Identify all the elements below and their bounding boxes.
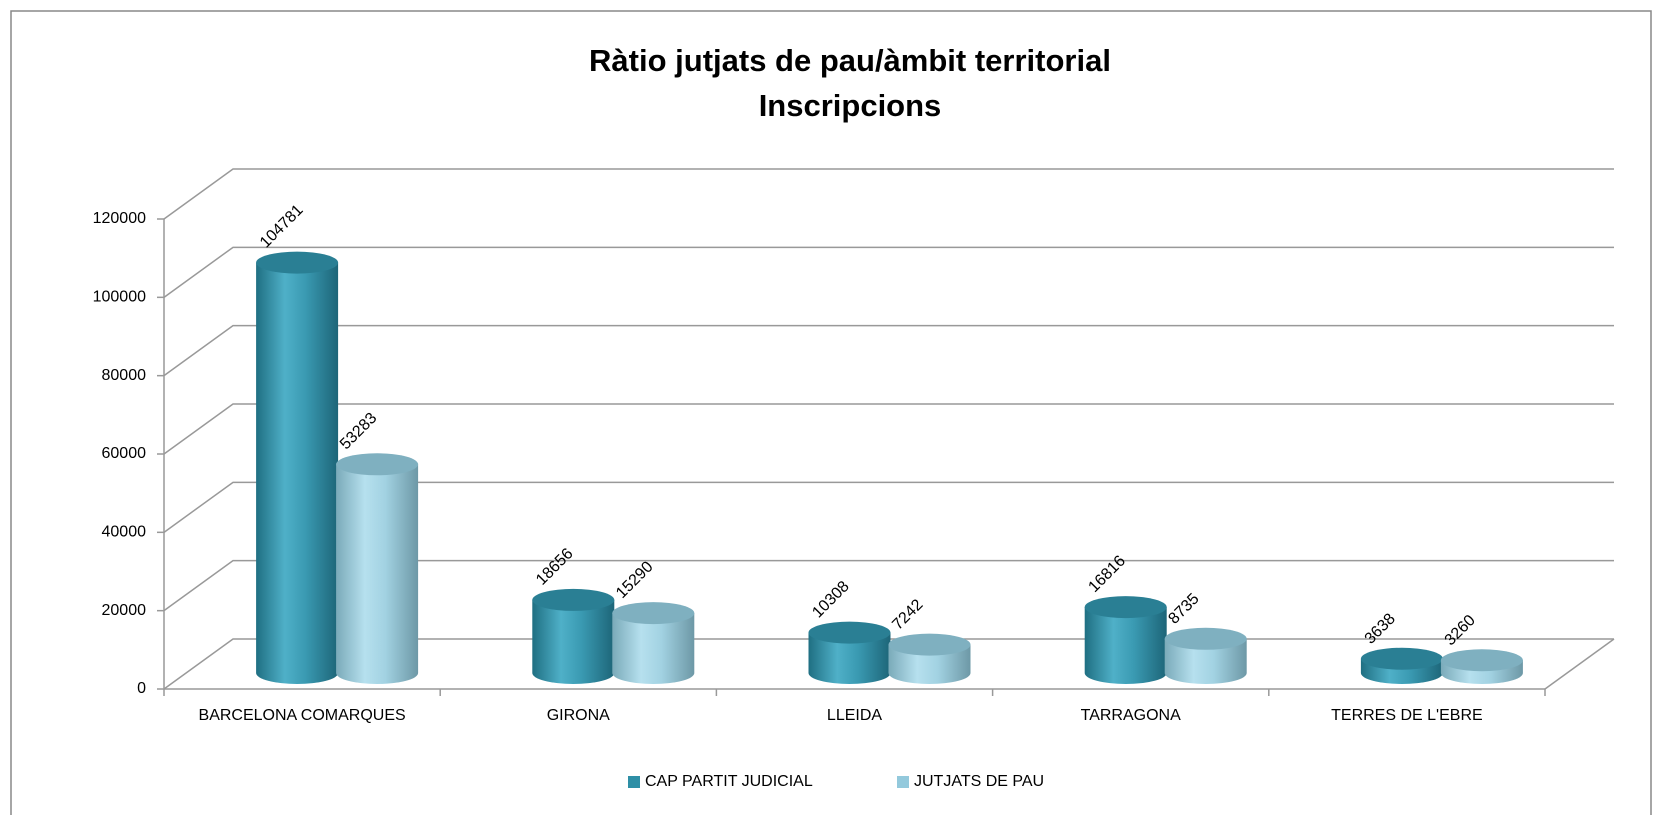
grid-line — [163, 168, 1614, 220]
y-tick-label: 120000 — [93, 210, 146, 227]
y-tick-label: 0 — [137, 680, 146, 697]
bar-top — [256, 251, 339, 274]
bar-top — [336, 453, 419, 476]
y-tick-label: 80000 — [102, 367, 147, 384]
chart-title: Ràtio jutjats de pau/àmbit territorial — [589, 43, 1111, 78]
floor-edge — [1544, 638, 1615, 690]
chart-subtitle: Inscripcions — [759, 88, 942, 123]
bar-top — [532, 588, 615, 611]
data-label: 10308 — [809, 578, 853, 622]
bar — [612, 613, 695, 684]
data-label: 3260 — [1442, 612, 1479, 649]
bar — [256, 262, 339, 684]
y-tick-label: 20000 — [102, 602, 147, 619]
bar — [888, 644, 971, 684]
legend-swatch — [897, 776, 909, 788]
legend-swatch — [628, 776, 640, 788]
chart-border — [10, 10, 1652, 815]
bar-top — [1360, 647, 1443, 670]
legend-label: CAP PARTIT JUDICIAL — [645, 773, 813, 790]
x-tick-label: BARCELONA COMARQUES — [199, 707, 406, 724]
y-tick-label: 100000 — [93, 289, 146, 306]
bar — [808, 632, 891, 684]
bar — [336, 464, 419, 684]
x-tick-label: TARRAGONA — [1081, 707, 1181, 724]
bar-top — [888, 633, 971, 656]
data-label: 104781 — [257, 202, 307, 252]
x-tick-label: GIRONA — [547, 707, 610, 724]
data-label: 8735 — [1165, 590, 1202, 627]
bar — [1164, 638, 1247, 684]
bar-top — [1440, 649, 1523, 672]
x-tick-label: TERRES DE L'EBRE — [1331, 707, 1483, 724]
data-label: 53283 — [337, 410, 381, 454]
bar-top — [1164, 627, 1247, 650]
data-label: 15290 — [613, 558, 657, 602]
bar-top — [808, 621, 891, 644]
data-label: 3638 — [1362, 610, 1399, 647]
bar — [1084, 607, 1167, 684]
grid-line — [163, 403, 1614, 455]
bar-top — [1084, 596, 1167, 619]
grid-line — [163, 246, 1614, 298]
data-label: 16816 — [1085, 552, 1129, 596]
data-label: 18656 — [533, 545, 577, 589]
data-label: 7242 — [889, 596, 926, 633]
grid-line — [163, 559, 1614, 612]
y-tick-label: 40000 — [102, 524, 147, 541]
bar — [532, 599, 615, 684]
x-tick-label: LLEIDA — [827, 707, 882, 724]
y-tick-label: 60000 — [102, 445, 147, 462]
grid-line — [163, 481, 1614, 533]
legend-label: JUTJATS DE PAU — [914, 773, 1044, 790]
bar-top — [612, 602, 695, 625]
grid-line — [163, 324, 1614, 377]
